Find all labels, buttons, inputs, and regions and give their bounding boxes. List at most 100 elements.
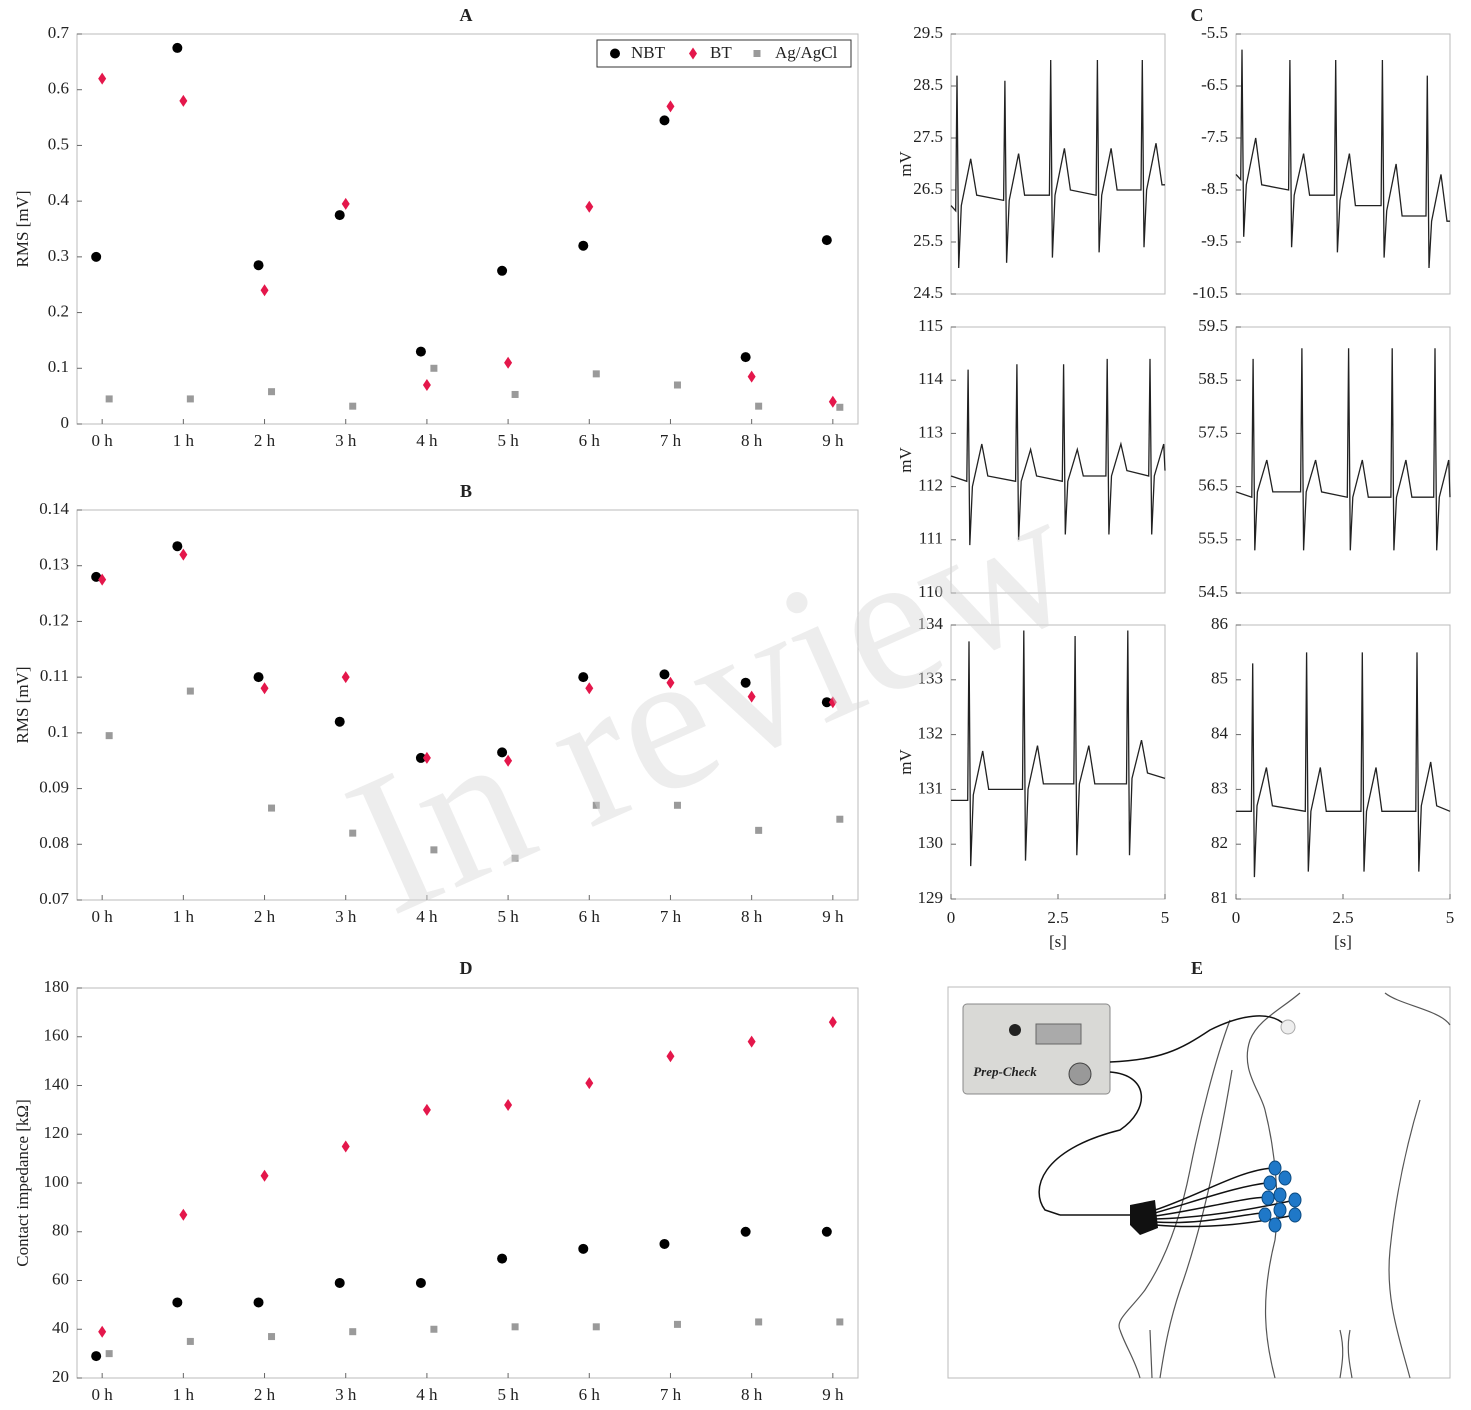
panel-title: B (460, 481, 472, 501)
marker (828, 1016, 837, 1029)
y-tick-label: 0.14 (39, 499, 69, 518)
x-tick-label: 9 h (822, 1385, 844, 1404)
y-tick-label: 140 (44, 1074, 70, 1093)
y-tick-label: 56.5 (1198, 476, 1228, 495)
ecg-trace (1236, 652, 1451, 878)
x-tick-label: 7 h (660, 1385, 682, 1404)
marker (497, 747, 508, 758)
y-tick-label: -6.5 (1201, 75, 1228, 94)
marker (186, 395, 194, 403)
marker (666, 100, 675, 113)
marker (349, 1328, 357, 1336)
marker (341, 197, 350, 210)
y-tick-label: 57.5 (1198, 422, 1228, 441)
x-tick-label: 2 h (254, 431, 276, 450)
marker (755, 402, 763, 410)
marker (753, 50, 761, 57)
y-tick-label: -5.5 (1201, 23, 1228, 42)
marker (497, 265, 508, 276)
connector (1130, 1200, 1158, 1235)
marker (592, 370, 600, 378)
marker (504, 1099, 513, 1111)
y-tick-label: 26.5 (913, 179, 943, 198)
plot-frame (1235, 326, 1451, 594)
x-tick-label: 4 h (416, 431, 438, 450)
x-tick-label: 0 h (92, 431, 114, 450)
x-tick-label: 2 h (254, 1385, 276, 1404)
watermark: In review (319, 446, 1104, 957)
y-tick-label: 80 (52, 1221, 69, 1240)
marker (334, 1277, 345, 1288)
marker (415, 752, 426, 763)
x-axis-label: [s] (1334, 932, 1352, 951)
marker (585, 200, 594, 213)
x-tick-label: 7 h (660, 431, 682, 450)
marker (821, 235, 832, 246)
marker (179, 548, 188, 561)
marker (689, 47, 697, 60)
y-tick-label: 115 (918, 316, 943, 335)
y-tick-label: 85 (1211, 669, 1228, 688)
marker (497, 1253, 508, 1264)
ecg-trace (950, 358, 1166, 546)
y-tick-label: 54.5 (1198, 582, 1228, 601)
marker (415, 346, 426, 357)
marker (666, 676, 675, 689)
y-tick-label: -8.5 (1201, 179, 1228, 198)
marker (268, 388, 276, 396)
y-tick-label: 28.5 (913, 75, 943, 94)
x-tick-label: 2 h (254, 907, 276, 926)
y-tick-label: 100 (44, 1172, 70, 1191)
marker (98, 72, 107, 85)
plot-frame (950, 33, 1166, 295)
y-tick-label: 0.13 (39, 555, 69, 574)
y-tick-label: 0.09 (39, 777, 69, 796)
y-tick-label: 84 (1211, 724, 1229, 743)
x-tick-label: 1 h (173, 1385, 195, 1404)
illustration-frame (947, 986, 1451, 1379)
marker (334, 210, 345, 221)
legend-label: BT (710, 43, 732, 62)
y-tick-label: 29.5 (913, 23, 943, 42)
marker (740, 352, 751, 363)
y-axis-label: mV (896, 749, 915, 775)
y-tick-label: 113 (918, 422, 943, 441)
marker (91, 1351, 102, 1362)
marker (91, 251, 102, 262)
x-tick-label: 6 h (579, 907, 601, 926)
ecg-trace (951, 630, 1166, 867)
legend-box (596, 39, 852, 68)
y-tick-label: 20 (52, 1367, 69, 1386)
marker (260, 284, 269, 297)
ecg-trace (1235, 49, 1450, 269)
y-tick-label: 0.08 (39, 833, 69, 852)
y-tick-label: 180 (44, 977, 70, 996)
x-tick-label: 8 h (741, 907, 763, 926)
x-tick-label: 0 (1232, 908, 1241, 927)
x-tick-label: 5 h (497, 431, 519, 450)
marker (334, 716, 345, 727)
plot-frame (76, 33, 859, 425)
y-tick-label: -9.5 (1201, 231, 1228, 250)
y-tick-label: 25.5 (913, 231, 943, 250)
y-tick-label: 131 (918, 778, 944, 797)
marker (430, 364, 438, 372)
x-tick-label: 4 h (416, 907, 438, 926)
illustration: E Prep-Check (947, 958, 1451, 1379)
marker (673, 1320, 681, 1328)
marker (430, 846, 438, 854)
marker (504, 754, 513, 767)
x-tick-label: 9 h (822, 431, 844, 450)
y-tick-label: 0.11 (40, 666, 69, 685)
y-tick-label: 81 (1211, 888, 1228, 907)
marker (740, 677, 751, 688)
y-tick-label: 132 (918, 724, 944, 743)
marker (105, 395, 113, 403)
marker (585, 1077, 594, 1090)
y-tick-label: -10.5 (1193, 283, 1228, 302)
y-tick-label: 58.5 (1198, 369, 1228, 388)
marker (172, 42, 183, 53)
y-tick-label: 0.4 (48, 190, 70, 209)
marker (253, 1297, 264, 1308)
x-tick-label: 0 h (92, 1385, 114, 1404)
